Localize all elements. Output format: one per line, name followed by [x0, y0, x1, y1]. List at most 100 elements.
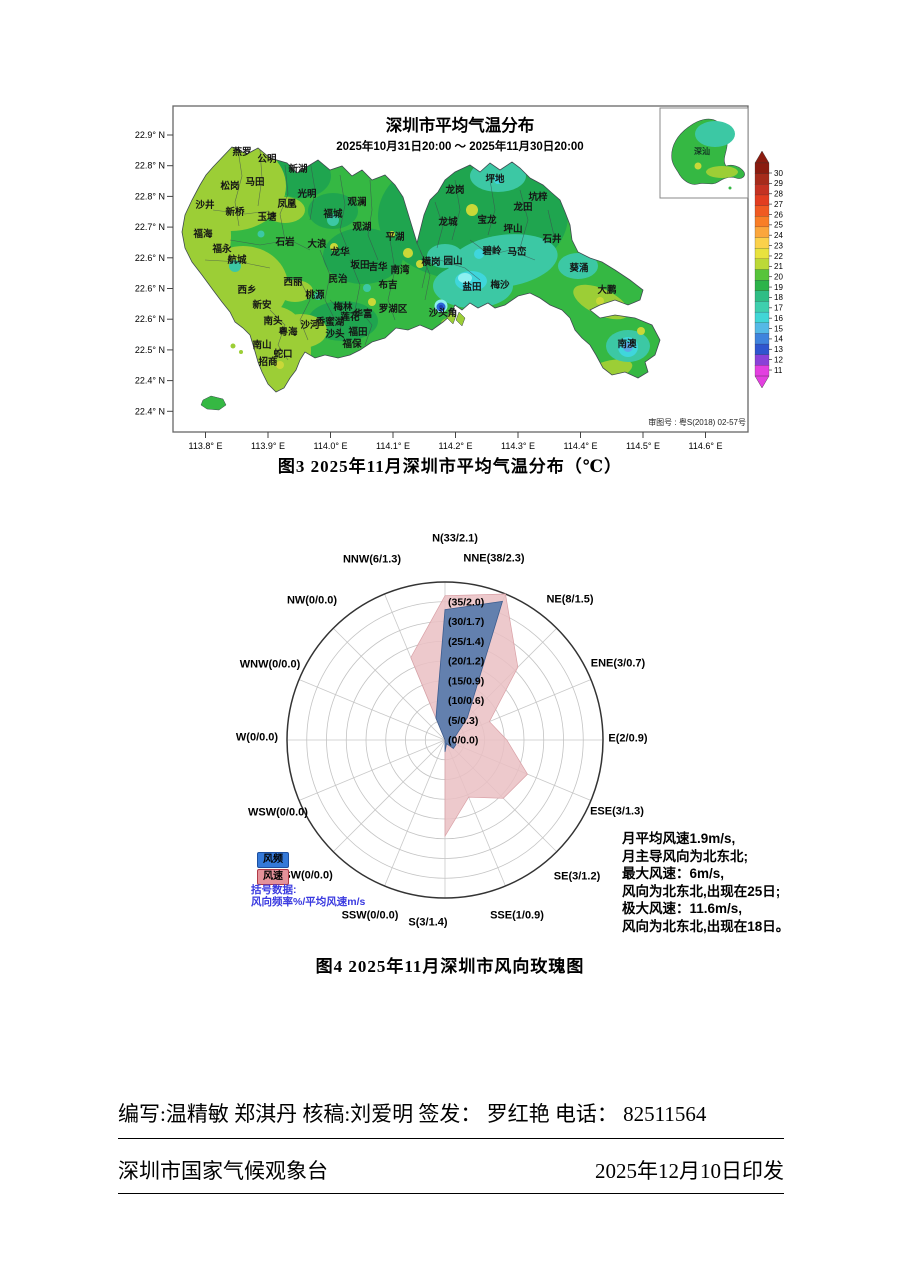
map-title: 深圳市平均气温分布 [386, 115, 535, 135]
latitude-axis: 22.9° N 22.8° N 22.8° N 22.7° N 22.6° N 22.6°… [135, 130, 173, 416]
district-label: 新湖 [288, 163, 308, 175]
y-tick-label: 22.4° N [135, 406, 165, 416]
rose-direction-label: SE(3/1.2) [554, 871, 601, 883]
colorbar-segment [754, 216, 770, 228]
rose-ring-label: (20/1.2) [448, 656, 484, 668]
rose-direction-label: WSW(0/0.0) [248, 807, 308, 819]
district-label: 光明 [296, 188, 317, 200]
legend-note-line2: 风向频率%/平均风速m/s [251, 896, 366, 908]
summary-line: 风向为北东北,出现在18日。 [622, 918, 790, 934]
colorbar-segment [754, 237, 770, 249]
footer-issue-date: 2025年12月10日印发 [595, 1159, 784, 1183]
colorbar-value: 19 [774, 283, 783, 292]
district-label: 西丽 [283, 277, 303, 288]
legend-speed-chip: 风速 [257, 869, 289, 885]
district-label: 莲花 [340, 311, 360, 323]
district-label: 沙井 [195, 199, 215, 211]
yantian-piers [446, 309, 466, 327]
district-label: 马峦 [507, 246, 527, 258]
colorbar-segment [754, 205, 770, 217]
inset-label: 深汕 [694, 146, 710, 156]
rose-direction-label: W(0/0.0) [236, 732, 279, 744]
x-tick-label: 114.4° E [564, 441, 598, 451]
rose-direction-label: SSE(1/0.9) [490, 910, 544, 922]
wind-rose-chart: (0/0.0) (5/0.3) (10/0.6) (15/0.9) (20/1.2) (2… [236, 533, 648, 929]
colorbar-segment [754, 162, 770, 175]
district-label: 大鹏 [597, 284, 617, 296]
colorbar-down-arrow [754, 375, 770, 389]
colorbar-segment [754, 322, 770, 334]
district-label: 罗湖区 [379, 303, 408, 315]
map-cold-cores [434, 176, 638, 357]
legend-frequency-chip: 风频 [257, 852, 289, 868]
colorbar-segment [754, 184, 770, 196]
rose-ring-label: (15/0.9) [448, 675, 484, 687]
district-label: 观澜 [346, 196, 366, 208]
colorbar-segment [754, 258, 770, 270]
district-label: 梅沙 [490, 279, 510, 291]
district-label: 龙华 [329, 246, 350, 258]
x-tick-label: 114.5° E [626, 441, 660, 451]
district-label: 燕罗 [232, 146, 251, 158]
colorbar-value: 13 [774, 345, 783, 354]
rose-ring-label: (30/1.7) [448, 616, 484, 628]
district-label: 西乡 [237, 285, 256, 296]
district-label: 龙岗 [444, 184, 464, 196]
district-label: 南湾 [390, 264, 410, 276]
colorbar-segment [754, 194, 770, 207]
rose-direction-label: NE(8/1.5) [546, 594, 593, 606]
rose-direction-label: SW(0/0.0) [283, 870, 333, 882]
colorbar-value: 16 [774, 314, 783, 323]
legend-note-line1: 括号数据: [251, 884, 297, 896]
colorbar-segment [754, 280, 770, 292]
footer-credits: 编写:温精敏 郑淇丹 核稿:刘爱明 签发： 罗红艳 电话： 82511564 [118, 1098, 784, 1139]
rose-outer-ring [286, 581, 604, 899]
district-label: 石井 [541, 233, 562, 245]
district-label: 吉华 [368, 261, 388, 273]
rose-direction-label: ENE(3/0.7) [591, 658, 646, 670]
y-tick-label: 22.6° N [135, 314, 165, 324]
rose-ring-label: (35/2.0) [448, 596, 484, 608]
district-label: 南澳 [617, 338, 637, 350]
colorbar-value: 21 [774, 262, 783, 271]
district-label: 梅林 [333, 301, 353, 313]
y-tick-label: 22.8° N [135, 161, 165, 171]
district-label: 福永 [211, 243, 232, 255]
district-label: 民治 [328, 273, 348, 285]
rose-freq-area [435, 600, 504, 752]
district-label: 华富 [353, 308, 372, 320]
district-label: 横岗 [421, 256, 440, 268]
rose-direction-label: NW(0/0.0) [287, 595, 337, 607]
district-label: 粤海 [278, 326, 298, 338]
x-tick-label: 113.9° E [251, 441, 285, 451]
y-tick-label: 22.9° N [135, 130, 165, 140]
colorbar-value: 23 [774, 241, 783, 250]
colorbar-value: 30 [774, 169, 783, 178]
colorbar-value: 26 [774, 210, 783, 219]
colorbar-segment [754, 290, 770, 302]
colorbar-segment [754, 365, 770, 377]
colorbar-value: 27 [774, 200, 783, 209]
wind-summary: 月平均风速1.9m/s, 月主导风向为北东北; 最大风速：6m/s, 风向为北东… [622, 830, 892, 935]
rose-ring-label: (0/0.0) [448, 735, 478, 747]
map-yellow-dots [276, 204, 645, 369]
district-label: 福海 [192, 228, 213, 240]
x-tick-label: 114.3° E [501, 441, 535, 451]
summary-line: 极大风速：11.6m/s, [622, 901, 743, 916]
district-label: 新桥 [225, 206, 245, 218]
district-label: 凤凰 [277, 199, 297, 210]
colorbar-segment [754, 248, 770, 260]
colorbar-value: 17 [774, 304, 783, 313]
district-label: 沙头 [325, 328, 345, 340]
x-tick-label: 114.6° E [689, 441, 723, 451]
district-label: 南山 [252, 339, 271, 351]
colorbar-value: 14 [774, 335, 783, 344]
district-label: 观湖 [351, 221, 372, 233]
colorbar-value: 29 [774, 179, 783, 188]
district-label: 布吉 [377, 279, 398, 291]
x-tick-label: 114.2° E [439, 441, 473, 451]
district-label: 沙河 [300, 319, 320, 331]
colorbar-segment [754, 311, 770, 324]
y-tick-label: 22.5° N [135, 345, 165, 355]
